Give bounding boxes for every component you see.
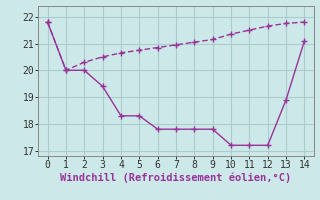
- X-axis label: Windchill (Refroidissement éolien,°C): Windchill (Refroidissement éolien,°C): [60, 173, 292, 183]
